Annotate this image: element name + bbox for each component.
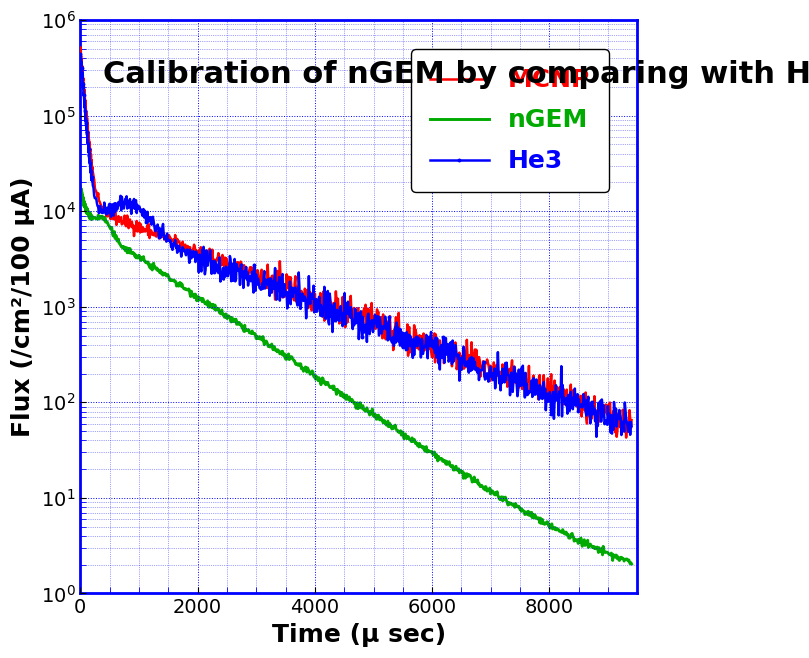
nGEM	[490, 491, 500, 499]
He3	[82, 120, 91, 128]
MCNP	[225, 262, 235, 270]
Line: nGEM: nGEM	[80, 186, 632, 564]
MCNP	[415, 339, 425, 347]
nGEM	[82, 203, 91, 211]
nGEM	[225, 313, 235, 321]
nGEM	[478, 484, 488, 492]
X-axis label: Time (μ sec): Time (μ sec)	[272, 623, 446, 647]
He3	[226, 255, 235, 263]
MCNP	[490, 362, 500, 370]
He3	[627, 422, 637, 430]
MCNP	[75, 43, 85, 51]
He3	[75, 51, 85, 59]
MCNP	[478, 357, 488, 365]
He3	[75, 50, 85, 58]
He3	[250, 265, 260, 272]
MCNP	[627, 416, 637, 424]
nGEM	[75, 182, 85, 190]
Y-axis label: Flux (/cm²/100 μA): Flux (/cm²/100 μA)	[11, 176, 35, 437]
Legend: MCNP, nGEM, He3: MCNP, nGEM, He3	[411, 49, 609, 192]
Line: He3: He3	[79, 53, 633, 438]
He3	[416, 353, 426, 361]
nGEM	[627, 560, 637, 568]
Text: Calibration of nGEM by comparing with He-3: Calibration of nGEM by comparing with He…	[103, 60, 809, 89]
MCNP	[621, 434, 631, 442]
Line: MCNP: MCNP	[80, 47, 632, 438]
He3	[591, 433, 601, 441]
He3	[491, 373, 501, 381]
MCNP	[82, 112, 91, 120]
MCNP	[249, 268, 259, 276]
nGEM	[415, 443, 425, 451]
nGEM	[249, 330, 259, 338]
He3	[479, 358, 489, 366]
